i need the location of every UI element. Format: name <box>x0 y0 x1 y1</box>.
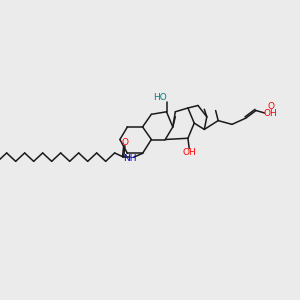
Text: NH: NH <box>123 154 137 163</box>
Text: O: O <box>268 102 274 111</box>
Text: HO: HO <box>153 93 167 102</box>
Text: OH: OH <box>182 148 196 157</box>
Text: OH: OH <box>264 109 277 118</box>
Text: O: O <box>122 137 128 146</box>
